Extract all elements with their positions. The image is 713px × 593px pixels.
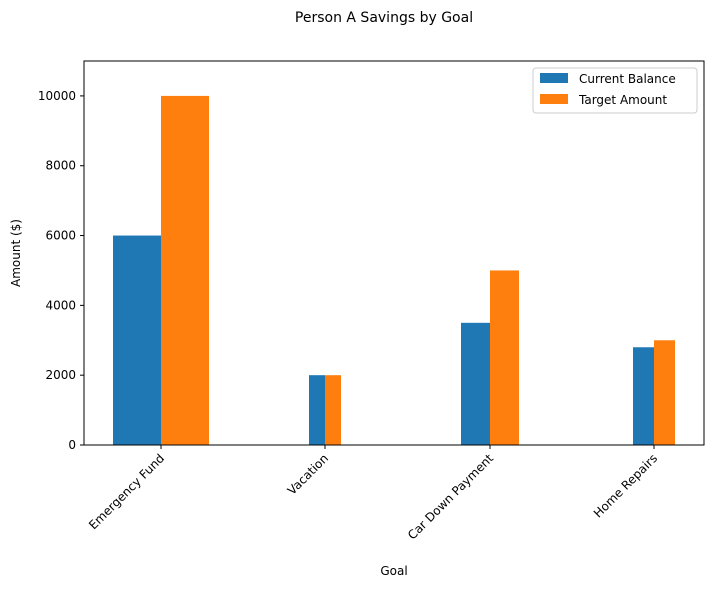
y-axis-ticks: 0 2000 4000 6000 8000 10000: [38, 89, 84, 452]
bar-target-amount-emergency-fund: [161, 95, 209, 445]
legend-swatch-current-balance: [540, 73, 568, 83]
y-tick-label: 8000: [45, 159, 76, 173]
bar-target-amount-home-repairs: [654, 340, 675, 445]
y-tick-label: 4000: [45, 298, 76, 312]
y-axis-label: Amount ($): [9, 219, 23, 287]
plot-frame: [83, 60, 705, 446]
bar-target-amount-vacation: [325, 375, 341, 445]
y-tick-label: 0: [68, 438, 76, 452]
y-tick-label: 10000: [38, 89, 76, 103]
x-tick-label: Emergency Fund: [86, 451, 167, 532]
bar-current-balance-emergency-fund: [113, 235, 161, 445]
chart-title: Person A Savings by Goal: [295, 10, 473, 26]
bar-target-amount-car-down-payment: [490, 270, 519, 445]
bar-current-balance-home-repairs: [633, 347, 654, 445]
y-tick-label: 6000: [45, 229, 76, 243]
bar-current-balance-vacation: [309, 375, 325, 445]
legend: Current Balance Target Amount: [532, 67, 698, 114]
x-axis-label: Goal: [380, 564, 407, 578]
legend-label-current-balance: Current Balance: [579, 72, 676, 86]
x-tick-label: Car Down Payment: [405, 451, 496, 542]
y-tick-label: 2000: [45, 368, 76, 382]
x-tick-label: Home Repairs: [591, 451, 660, 520]
bars-group: [113, 95, 675, 445]
x-tick-label: Vacation: [285, 451, 331, 497]
x-axis-ticks: Emergency Fund Vacation Car Down Payment Ho…: [86, 445, 660, 542]
bar-current-balance-car-down-payment: [461, 322, 490, 445]
legend-label-target-amount: Target Amount: [578, 93, 667, 107]
legend-swatch-target-amount: [540, 94, 568, 104]
legend-box: [532, 67, 698, 114]
